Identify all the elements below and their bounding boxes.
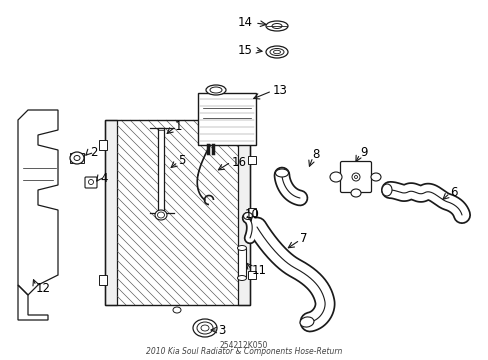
Ellipse shape xyxy=(354,175,357,179)
Text: 9: 9 xyxy=(359,145,367,158)
Text: 11: 11 xyxy=(251,264,266,276)
Bar xyxy=(99,140,107,150)
Bar xyxy=(99,275,107,285)
Text: 2010 Kia Soul Radiator & Components Hose-Return: 2010 Kia Soul Radiator & Components Hose… xyxy=(145,347,342,356)
FancyBboxPatch shape xyxy=(85,177,97,188)
Ellipse shape xyxy=(88,180,93,184)
Ellipse shape xyxy=(265,21,287,31)
Ellipse shape xyxy=(173,307,181,313)
Ellipse shape xyxy=(329,172,341,182)
Bar xyxy=(117,120,238,305)
Text: 3: 3 xyxy=(218,324,225,337)
Ellipse shape xyxy=(300,317,313,327)
Ellipse shape xyxy=(243,212,252,220)
Ellipse shape xyxy=(157,212,164,218)
Ellipse shape xyxy=(74,156,80,161)
Text: 15: 15 xyxy=(238,44,252,57)
FancyBboxPatch shape xyxy=(198,93,256,145)
Ellipse shape xyxy=(209,87,222,93)
Text: 12: 12 xyxy=(36,282,51,294)
Ellipse shape xyxy=(271,23,282,28)
Ellipse shape xyxy=(205,85,225,95)
Ellipse shape xyxy=(193,319,217,337)
Text: 5: 5 xyxy=(178,153,185,166)
FancyBboxPatch shape xyxy=(70,153,84,163)
Ellipse shape xyxy=(237,246,246,251)
Text: 16: 16 xyxy=(231,156,246,168)
Text: 1: 1 xyxy=(175,120,182,132)
Bar xyxy=(238,248,245,278)
FancyBboxPatch shape xyxy=(340,162,371,193)
Ellipse shape xyxy=(273,50,280,54)
Ellipse shape xyxy=(350,189,360,197)
Bar xyxy=(158,128,163,213)
Ellipse shape xyxy=(237,275,246,280)
Ellipse shape xyxy=(370,173,380,181)
Ellipse shape xyxy=(265,46,287,58)
Text: 13: 13 xyxy=(272,84,287,96)
Ellipse shape xyxy=(70,152,84,164)
Ellipse shape xyxy=(381,184,391,196)
Bar xyxy=(105,120,249,305)
Text: 10: 10 xyxy=(244,208,259,221)
Text: 4: 4 xyxy=(100,171,107,184)
Ellipse shape xyxy=(275,169,288,177)
Ellipse shape xyxy=(351,173,359,181)
Text: 14: 14 xyxy=(238,17,252,30)
Text: 2: 2 xyxy=(90,145,97,158)
Text: 7: 7 xyxy=(299,231,307,244)
Ellipse shape xyxy=(269,49,284,55)
Text: 6: 6 xyxy=(449,185,457,198)
Ellipse shape xyxy=(201,325,208,331)
Text: 8: 8 xyxy=(311,148,319,162)
Text: 254212K050: 254212K050 xyxy=(220,342,267,351)
Bar xyxy=(105,120,117,305)
Bar xyxy=(238,120,249,305)
Bar xyxy=(247,208,256,216)
Bar xyxy=(247,271,256,279)
Ellipse shape xyxy=(197,322,213,334)
Ellipse shape xyxy=(155,210,167,220)
Bar xyxy=(247,156,256,164)
